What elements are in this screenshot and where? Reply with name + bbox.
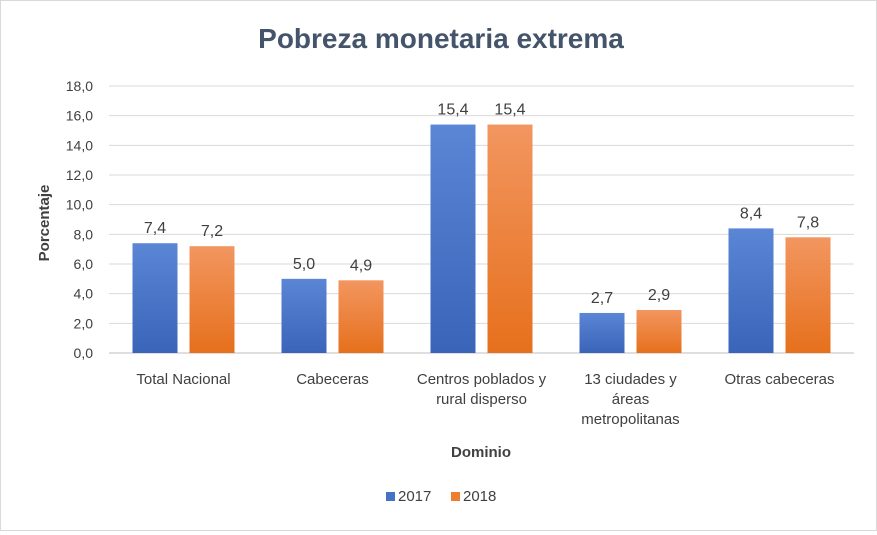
y-tick-label: 10,0 <box>66 197 93 213</box>
legend-swatch-2017 <box>386 492 395 501</box>
chart-title: Pobreza monetaria extrema <box>258 23 624 54</box>
data-label: 5,0 <box>293 256 315 273</box>
x-tick-label: metropolitanas <box>581 411 679 428</box>
data-label: 15,4 <box>494 102 525 119</box>
y-tick-label: 14,0 <box>66 137 93 153</box>
y-tick-label: 12,0 <box>66 167 93 183</box>
bar-2017 <box>728 228 774 353</box>
bar-2017 <box>430 124 476 353</box>
data-label: 15,4 <box>437 102 468 119</box>
legend-label: 2018 <box>463 488 496 505</box>
legend: 2017 2018 <box>386 488 496 505</box>
x-tick-label: Otras cabeceras <box>724 371 834 388</box>
bar-2018 <box>338 280 384 353</box>
bar-2017 <box>281 278 327 353</box>
data-label: 2,9 <box>648 287 670 304</box>
data-label: 2,7 <box>591 290 613 307</box>
y-tick-label: 2,0 <box>74 315 94 331</box>
y-tick-label: 16,0 <box>66 108 93 124</box>
bar-2017 <box>579 312 625 353</box>
data-label: 7,8 <box>797 214 819 231</box>
y-axis-title: Porcentaje <box>36 185 53 262</box>
x-tick-label: 13 ciudades y <box>584 371 677 388</box>
data-label: 8,4 <box>740 205 762 222</box>
data-label: 7,4 <box>144 220 166 237</box>
bar-2018 <box>785 237 831 353</box>
data-label: 7,2 <box>201 223 223 240</box>
y-tick-label: 0,0 <box>74 345 94 361</box>
bar-2018 <box>189 246 235 353</box>
bars: 7,4 7,2 5,0 4,9 15,4 15,4 2,7 2,9 8,4 7,8 <box>132 102 831 353</box>
x-tick-label: Cabeceras <box>296 371 369 388</box>
bar-2018 <box>487 124 533 353</box>
bar-2018 <box>636 309 682 353</box>
y-tick-label: 6,0 <box>74 256 94 272</box>
legend-label: 2017 <box>398 488 431 505</box>
y-axis-ticks: 0,0 2,0 4,0 6,0 8,0 10,0 12,0 14,0 16,0 18,0 <box>66 78 93 361</box>
x-tick-label: Total Nacional <box>136 371 230 388</box>
y-tick-label: 4,0 <box>74 286 94 302</box>
x-axis-labels: Total Nacional Cabeceras Centros poblados … <box>136 371 834 428</box>
y-tick-label: 8,0 <box>74 226 94 242</box>
bar-2017 <box>132 243 178 353</box>
x-tick-label: Centros poblados y <box>417 371 547 388</box>
x-tick-label: áreas <box>612 391 650 408</box>
x-axis-title: Dominio <box>451 444 511 461</box>
data-label: 4,9 <box>350 257 372 274</box>
y-tick-label: 18,0 <box>66 78 93 94</box>
x-tick-label: rural disperso <box>436 391 527 408</box>
legend-swatch-2018 <box>451 492 460 501</box>
